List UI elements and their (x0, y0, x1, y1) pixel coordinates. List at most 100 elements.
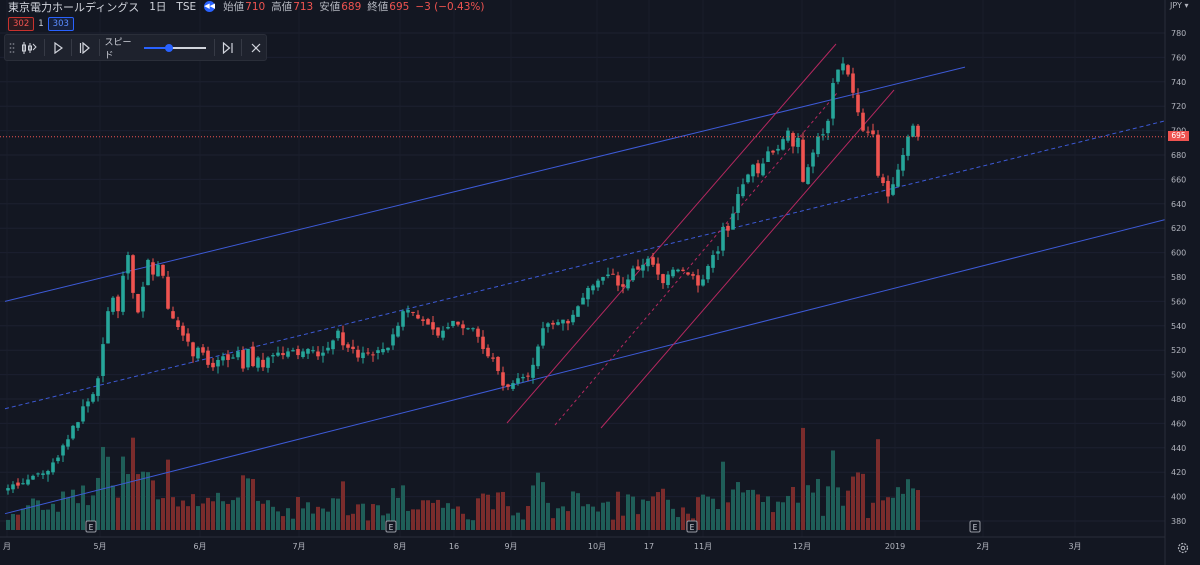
candle-body (751, 164, 755, 177)
candle-body (526, 375, 530, 377)
candle-body (641, 264, 645, 271)
volume-bar (96, 477, 100, 530)
volume-bar (476, 498, 480, 530)
volume-bar (676, 517, 680, 530)
select-bar-button[interactable] (18, 35, 40, 60)
volume-bar (896, 487, 900, 530)
candle-body (711, 255, 715, 268)
candle-body (796, 137, 800, 147)
volume-bar (256, 500, 260, 530)
earnings-marker[interactable] (385, 520, 397, 533)
volume-bar (16, 514, 20, 530)
replay-mode-icon[interactable]: ◀◀ (204, 1, 216, 12)
chart-settings-button[interactable] (1176, 540, 1190, 559)
candle-body (821, 134, 825, 136)
time-tick-label: 12月 (793, 542, 811, 551)
rising-channel-upper[interactable] (506, 43, 837, 424)
candle-body (431, 322, 435, 330)
volume-bar (311, 513, 315, 530)
volume-bar (251, 479, 255, 530)
earnings-marker[interactable] (686, 520, 698, 533)
candle-body (376, 350, 380, 354)
volume-bar (71, 489, 75, 530)
candle-body (501, 372, 505, 386)
volume-bar (816, 478, 820, 530)
candle-body (681, 269, 685, 271)
volume-bar (36, 500, 40, 530)
replay-box-left[interactable]: 302 (8, 17, 35, 31)
channel-middle-line[interactable] (4, 120, 1166, 410)
time-tick-label: 17 (644, 542, 654, 551)
price-tick-label: 580 (1171, 273, 1186, 282)
price-tick-label: 500 (1171, 371, 1186, 380)
timeframe[interactable]: 1日 (149, 1, 167, 13)
high-value: 713 (293, 0, 314, 13)
price-axis[interactable]: 380 400 420 440 460 480 500 520 540 560 580 600 620 6… (1171, 29, 1186, 526)
candle-body (11, 484, 15, 490)
volume-bar (471, 520, 475, 530)
volume-bar (441, 507, 445, 530)
volume-bar (531, 485, 535, 530)
candle-body (71, 425, 75, 439)
volume-bar (111, 485, 115, 530)
candle-body (31, 475, 35, 480)
currency-selector[interactable]: JPY ▾ (1170, 1, 1189, 10)
price-tick-label: 720 (1171, 102, 1186, 111)
candle-body (416, 314, 420, 319)
volume-bar (806, 485, 810, 530)
replay-box-right[interactable]: 303 (47, 17, 74, 31)
candle-body (261, 359, 265, 368)
speed-slider[interactable] (144, 43, 206, 52)
volume-bar (681, 507, 685, 530)
rising-channel-lower[interactable] (600, 89, 895, 429)
candle-body (646, 258, 650, 267)
volume-bar (6, 519, 10, 530)
earnings-marker[interactable] (969, 520, 981, 533)
volume-bar (751, 489, 755, 530)
drawing-lines[interactable] (4, 43, 1166, 515)
volume-bar (661, 488, 665, 530)
volume-bar (291, 518, 295, 530)
candle-body (21, 483, 25, 485)
volume-bar (306, 502, 310, 530)
candle-body (911, 125, 915, 137)
volume-bar (326, 511, 330, 530)
speed-slider-knob[interactable] (164, 43, 173, 52)
play-button[interactable] (47, 35, 68, 60)
volume-bar (511, 515, 515, 530)
drag-handle-icon[interactable] (5, 35, 18, 60)
time-axis[interactable]: 月 5月 6月 7月 8月 16 9月 10月 17 11月 12月 2019 2月 3月 (3, 542, 1082, 551)
volume-bar (26, 505, 30, 530)
volume-bar (151, 480, 155, 530)
rising-channel-middle[interactable] (554, 92, 838, 426)
symbol-name[interactable]: 東京電力ホールディングス (8, 0, 140, 14)
candle-body (906, 136, 910, 156)
candle-body (331, 340, 335, 350)
volume-bar (726, 502, 730, 530)
earnings-marker[interactable] (85, 520, 97, 533)
volume-bar (736, 482, 740, 530)
open-value: 710 (245, 0, 266, 13)
volume-bar (876, 439, 880, 530)
candle-body (306, 348, 310, 354)
volume-bar (91, 495, 95, 530)
volume-bar (866, 518, 870, 530)
jump-to-realtime-button[interactable] (218, 35, 239, 60)
candle-body (541, 328, 545, 346)
candle-body (86, 401, 90, 407)
channel-upper-line[interactable] (4, 66, 966, 302)
step-forward-button[interactable] (75, 35, 96, 60)
time-tick-label: 8月 (393, 542, 406, 551)
candle-body (111, 297, 115, 312)
candle-body (801, 139, 805, 182)
candle-body (296, 349, 300, 356)
price-tick-label: 480 (1171, 395, 1186, 404)
price-tick-label: 620 (1171, 224, 1186, 233)
channel-lower-line[interactable] (4, 219, 1166, 515)
volume-bar (551, 518, 555, 530)
volume-bar (56, 511, 60, 530)
volume-bar (21, 508, 25, 530)
close-replay-button[interactable] (245, 35, 266, 60)
